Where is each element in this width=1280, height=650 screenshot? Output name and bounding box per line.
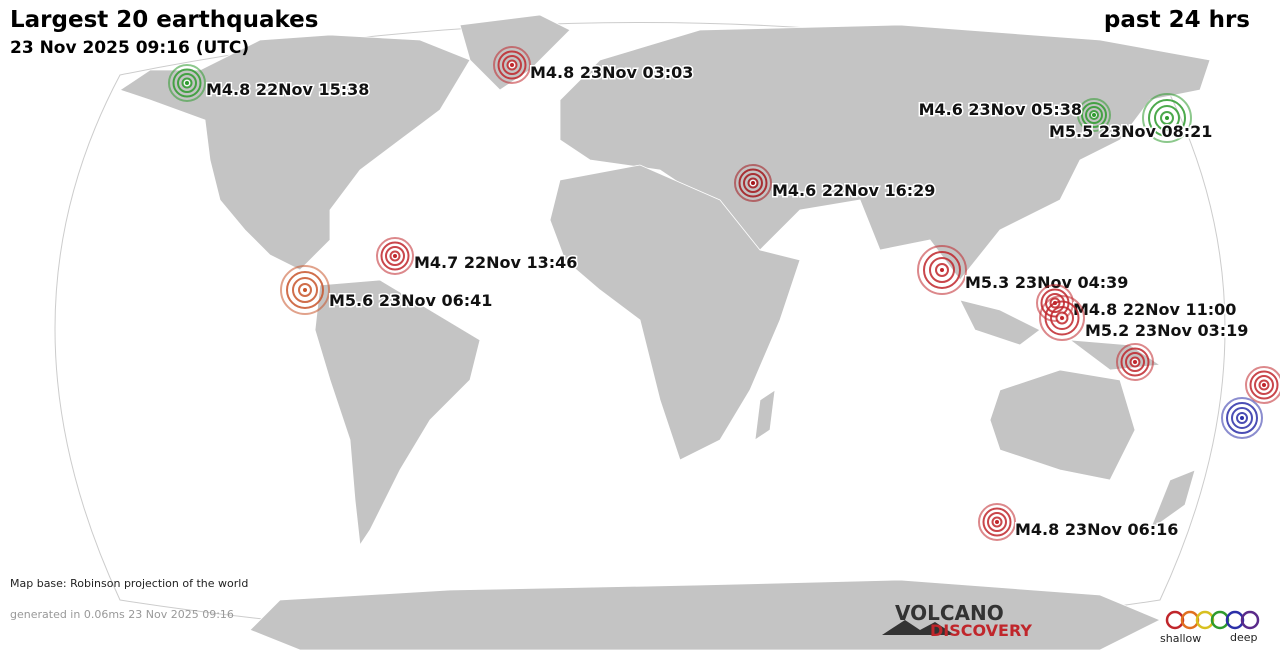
quake-label: M4.7 22Nov 13:46 xyxy=(414,253,577,272)
logo-line1: VOLCANO xyxy=(895,601,1004,625)
quake-center xyxy=(510,63,514,67)
quake-label: M5.2 23Nov 03:19 xyxy=(1085,321,1248,340)
quake-ring xyxy=(1116,343,1154,381)
quake-center xyxy=(995,520,999,524)
quake-marker xyxy=(1245,366,1280,404)
quake-ring xyxy=(1125,352,1145,372)
quake-ring xyxy=(923,251,961,289)
quake-center xyxy=(185,81,189,85)
quake-label: M4.6 22Nov 16:29 xyxy=(772,181,935,200)
quake-ring xyxy=(1142,93,1192,143)
quake-marker xyxy=(1116,343,1154,381)
quake-center xyxy=(1262,383,1266,387)
quake-center xyxy=(1133,360,1137,364)
quake-ring xyxy=(1077,98,1111,132)
quake-ring xyxy=(1226,402,1258,434)
quake-label: M5.3 23Nov 04:39 xyxy=(965,273,1128,292)
generated-note: generated in 0.06ms 23 Nov 2025 09:16 xyxy=(10,608,234,621)
quake-ring xyxy=(978,503,1016,541)
quake-ring xyxy=(502,55,522,75)
quake-ring xyxy=(1120,347,1150,377)
quake-ring xyxy=(385,246,405,266)
quake-label: M5.6 23Nov 06:41 xyxy=(329,291,492,310)
period: past 24 hrs xyxy=(1104,7,1250,33)
quake-marker xyxy=(1221,397,1263,439)
quake-marker xyxy=(280,265,330,315)
quake-ring xyxy=(1085,106,1103,124)
quake-marker xyxy=(376,237,414,275)
quake-ring xyxy=(497,50,527,80)
quake-ring xyxy=(380,241,410,271)
quake-ring xyxy=(738,168,768,198)
quake-center xyxy=(1092,113,1096,117)
quake-marker xyxy=(734,164,772,202)
map-base-note: Map base: Robinson projection of the wor… xyxy=(10,577,248,590)
quake-label: M5.5 23Nov 08:21 xyxy=(1049,122,1212,141)
quake-ring xyxy=(1044,300,1080,336)
quake-ring xyxy=(1249,370,1279,400)
quake-ring xyxy=(1036,284,1074,322)
quake-ring xyxy=(376,237,414,275)
logo: VOLCANO DISCOVERY xyxy=(882,601,1032,640)
quake-label: M4.8 22Nov 15:38 xyxy=(206,80,369,99)
quake-marker xyxy=(168,64,206,102)
quake-ring xyxy=(1254,375,1274,395)
subtitle: 23 Nov 2025 09:16 (UTC) xyxy=(10,38,249,58)
quake-center xyxy=(1060,316,1064,320)
quake-ring xyxy=(168,64,206,102)
quake-ring xyxy=(1081,102,1107,128)
quake-label: M4.8 23Nov 03:03 xyxy=(530,63,693,82)
quake-marker xyxy=(1142,93,1192,143)
legend: shallow deep xyxy=(1160,610,1260,645)
quake-ring xyxy=(917,245,967,295)
quake-label: M4.8 23Nov 06:16 xyxy=(1015,520,1178,539)
quake-ring xyxy=(987,512,1007,532)
quake-center xyxy=(303,288,307,292)
quake-label: M4.6 23Nov 05:38 xyxy=(919,100,1082,119)
quake-marker xyxy=(1039,295,1085,341)
quake-ring xyxy=(493,46,531,84)
quake-ring xyxy=(172,68,202,98)
quake-ring xyxy=(1221,397,1263,439)
quake-ring xyxy=(286,271,324,309)
quake-center xyxy=(751,181,755,185)
quake-marker xyxy=(493,46,531,84)
quake-label: M4.8 22Nov 11:00 xyxy=(1073,300,1236,319)
quake-ring xyxy=(1154,105,1180,131)
quake-ring xyxy=(982,507,1012,537)
quake-marker xyxy=(1077,98,1111,132)
quakes: M4.8 22Nov 15:38 M4.8 23Nov 03:03 M4.6 23N… xyxy=(168,46,1280,541)
quake-marker xyxy=(978,503,1016,541)
quake-ring xyxy=(929,257,955,283)
legend-deep: deep xyxy=(1230,631,1258,644)
quake-ring xyxy=(1050,306,1074,330)
quake-marker xyxy=(917,245,967,295)
title: Largest 20 earthquakes xyxy=(10,7,318,33)
quake-ring xyxy=(177,73,197,93)
quake-ring xyxy=(292,277,318,303)
quake-ring xyxy=(1231,407,1253,429)
logo-line2: DISCOVERY xyxy=(930,621,1032,640)
quake-ring xyxy=(1245,366,1280,404)
quake-ring xyxy=(743,173,763,193)
quake-center xyxy=(1240,416,1244,420)
legend-shallow: shallow xyxy=(1160,632,1201,645)
quake-ring xyxy=(1039,295,1085,341)
quake-ring xyxy=(280,265,330,315)
quake-ring xyxy=(734,164,772,202)
quake-center xyxy=(1165,116,1169,120)
quake-ring xyxy=(1148,99,1186,137)
quake-center xyxy=(940,268,944,272)
quake-center xyxy=(393,254,397,258)
